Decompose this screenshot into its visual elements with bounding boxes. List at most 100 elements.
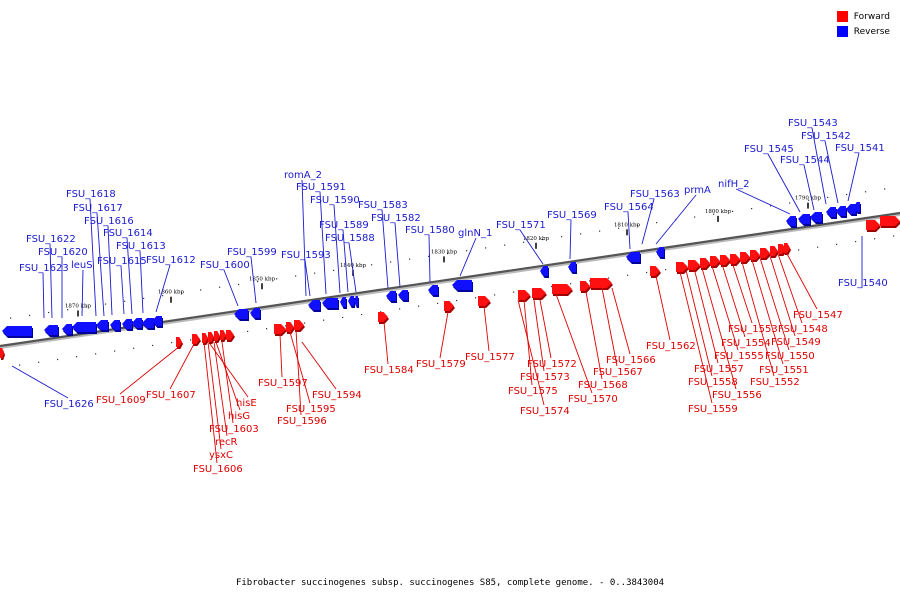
reverse-gene[interactable]: [322, 298, 339, 310]
forward-gene[interactable]: [650, 266, 661, 278]
reverse-gene[interactable]: [452, 280, 473, 292]
minor-tick: [95, 353, 97, 355]
reverse-gene[interactable]: [72, 322, 97, 334]
reverse-gene[interactable]: [626, 252, 641, 264]
minor-tick: [266, 328, 268, 330]
label-leader: [721, 263, 746, 338]
reverse-gene[interactable]: [44, 325, 59, 337]
forward-gene[interactable]: [444, 301, 455, 313]
minor-tick: [513, 291, 515, 293]
forward-gene[interactable]: [220, 330, 227, 342]
reverse-gene[interactable]: [846, 204, 857, 216]
tick-label: 1860 kbp: [158, 290, 185, 296]
forward-gene[interactable]: [176, 337, 183, 349]
reverse-gene[interactable]: [386, 291, 397, 303]
reverse-gene[interactable]: [836, 206, 847, 218]
reverse-gene[interactable]: [308, 300, 321, 312]
forward-gene[interactable]: [518, 290, 531, 302]
reverse-gene[interactable]: [798, 214, 811, 226]
forward-gene[interactable]: [580, 281, 591, 293]
minor-tick: [162, 295, 164, 297]
label-leader: [539, 299, 552, 359]
reverse-gene-label: FSU_1622: [26, 234, 76, 245]
minor-tick: [29, 314, 31, 316]
forward-gene[interactable]: [740, 252, 751, 264]
reverse-gene[interactable]: [568, 262, 577, 274]
forward-gene[interactable]: [710, 256, 721, 268]
forward-gene[interactable]: [784, 243, 791, 255]
forward-gene[interactable]: [676, 262, 689, 274]
forward-gene[interactable]: [866, 220, 881, 232]
forward-gene-label: FSU_1551: [759, 365, 809, 376]
forward-gene-label: FSU_1567: [593, 367, 643, 378]
forward-gene[interactable]: [274, 324, 287, 336]
forward-gene[interactable]: [286, 322, 295, 334]
forward-gene[interactable]: [532, 288, 547, 300]
forward-gene[interactable]: [720, 255, 731, 267]
forward-gene[interactable]: [688, 260, 701, 272]
reverse-gene[interactable]: [152, 316, 163, 328]
reverse-gene[interactable]: [354, 296, 359, 308]
label-leader: [655, 275, 671, 341]
forward-gene[interactable]: [880, 216, 900, 228]
forward-gene[interactable]: [750, 250, 761, 262]
minor-tick: [827, 196, 829, 198]
legend-reverse: Reverse: [836, 24, 890, 39]
reverse-gene[interactable]: [142, 318, 155, 330]
label-leader: [42, 272, 45, 319]
forward-gene[interactable]: [226, 330, 235, 342]
forward-gene[interactable]: [294, 320, 305, 332]
reverse-gene[interactable]: [110, 320, 121, 332]
reverse-gene[interactable]: [62, 324, 73, 336]
forward-gene[interactable]: [478, 296, 491, 308]
forward-gene[interactable]: [208, 332, 215, 344]
minor-tick: [646, 271, 648, 274]
label-leader: [847, 152, 860, 202]
reverse-gene[interactable]: [810, 212, 823, 224]
forward-gene[interactable]: [214, 331, 221, 343]
reverse-gene[interactable]: [2, 326, 33, 338]
reverse-gene[interactable]: [250, 308, 261, 320]
reverse-gene[interactable]: [122, 319, 133, 331]
forward-gene[interactable]: [760, 248, 771, 260]
forward-gene-label: FSU_1572: [527, 359, 577, 370]
reverse-gene[interactable]: [340, 297, 347, 309]
reverse-gene[interactable]: [428, 285, 439, 297]
label-leader: [693, 267, 719, 364]
forward-gene[interactable]: [590, 278, 613, 290]
reverse-gene-label: FSU_1589: [319, 220, 369, 231]
reverse-gene[interactable]: [656, 247, 665, 259]
forward-gene[interactable]: [552, 284, 573, 296]
reverse-gene[interactable]: [540, 266, 549, 278]
forward-gene[interactable]: [730, 254, 741, 266]
reverse-gene[interactable]: [96, 320, 109, 332]
minor-tick: [608, 277, 610, 279]
forward-gene[interactable]: [378, 312, 389, 324]
reverse-gene[interactable]: [234, 309, 249, 321]
reverse-gene[interactable]: [826, 207, 837, 219]
tick-label: 1870 kbp: [65, 303, 92, 309]
reverse-gene[interactable]: [348, 296, 355, 308]
reverse-gene[interactable]: [854, 202, 861, 214]
reverse-gene-label: prmA: [684, 185, 711, 196]
reverse-gene-label: glnN_1: [458, 228, 492, 239]
minor-tick: [561, 236, 563, 238]
minor-tick: [219, 286, 221, 288]
label-leader: [523, 299, 533, 386]
tick-label: 1790 kbp: [795, 196, 822, 202]
reverse-gene-label: FSU_1617: [73, 203, 123, 214]
minor-tick: [114, 350, 116, 352]
forward-gene[interactable]: [192, 334, 201, 346]
reverse-gene[interactable]: [786, 216, 797, 228]
forward-gene[interactable]: [0, 348, 5, 360]
label-leader: [221, 341, 234, 424]
minor-tick: [181, 292, 183, 294]
reverse-gene[interactable]: [398, 290, 409, 302]
forward-gene-label: FSU_1559: [688, 404, 738, 415]
label-leader: [49, 243, 53, 319]
minor-tick: [580, 233, 582, 235]
reverse-gene[interactable]: [132, 318, 143, 330]
forward-gene[interactable]: [770, 246, 779, 258]
forward-gene[interactable]: [700, 258, 711, 270]
label-leader: [767, 153, 801, 213]
